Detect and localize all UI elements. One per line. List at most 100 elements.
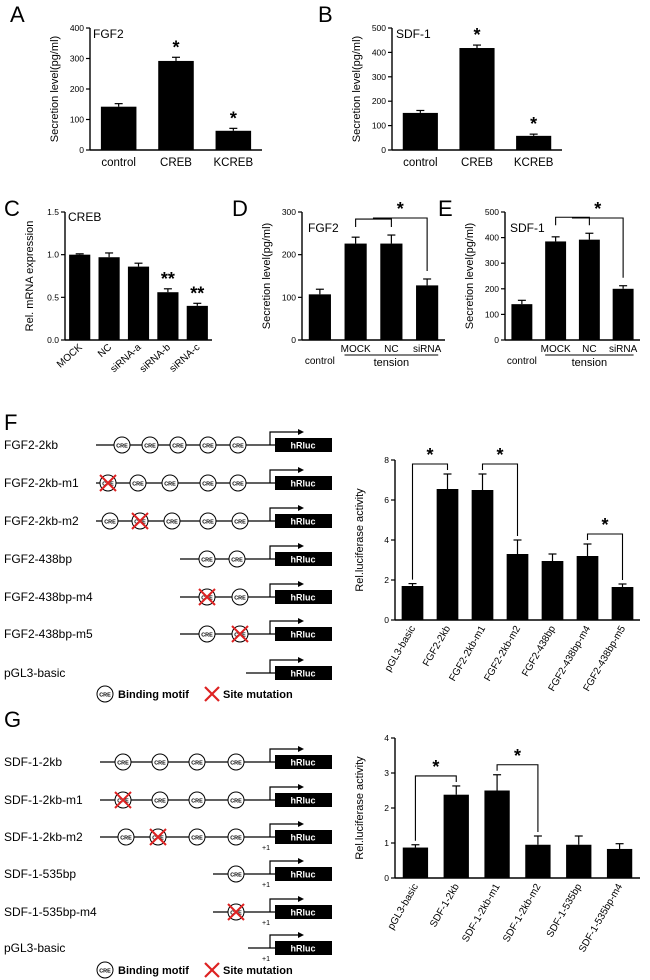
cre-label: CRE — [202, 443, 214, 449]
cre-site: CRE — [231, 512, 249, 530]
tss-arrowhead — [298, 467, 304, 473]
legend-mutation: Site mutation — [223, 965, 293, 977]
bar — [459, 48, 495, 151]
cre-circle — [96, 685, 114, 703]
reporter-label: hRluc — [290, 669, 315, 679]
reporter-label: hRluc — [290, 630, 315, 640]
significance-mark: * — [594, 199, 601, 219]
y-axis-label: Secretion level(pg/ml) — [261, 223, 273, 329]
cre-site: CRE — [198, 550, 216, 568]
significance-mark: * — [601, 515, 608, 535]
x-tick-label: FGF2-2kb — [421, 624, 453, 669]
bracket-line — [411, 463, 449, 580]
y-tick-label: 100 — [372, 121, 386, 131]
panel-c: C CREB 0.0 0.5 1.0 1.5 Rel. mRNA expression MOC… — [4, 196, 212, 375]
panel-letter: F — [4, 410, 17, 435]
construct-name: FGF2-2kb-m2 — [4, 514, 79, 528]
cre-circle — [151, 791, 169, 809]
tss-label: +1 — [262, 882, 270, 889]
tss-arrowhead — [298, 746, 304, 752]
bar — [541, 561, 564, 620]
y-tick-label: 1.5 — [47, 207, 59, 217]
cre-label: CRE — [232, 481, 244, 487]
cre-site: CRE — [227, 753, 245, 771]
x-tick-label: CREB — [160, 157, 192, 169]
construct-name: FGF2-2kb-m1 — [4, 476, 79, 490]
mutation-cross — [231, 625, 249, 643]
reporter-label: hRluc — [290, 441, 315, 451]
cre-site: CRE — [229, 436, 247, 454]
significance-bracket — [496, 764, 539, 832]
construct-row: FGF2-2kb CRE CRE CRE CRE CRE hRluc — [4, 429, 332, 454]
cre-circle — [113, 436, 131, 454]
bracket-line — [414, 775, 457, 841]
cre-circle — [163, 512, 181, 530]
tss-arrowhead — [298, 896, 304, 902]
tss-arrow — [269, 898, 298, 912]
bar — [380, 243, 403, 340]
legend-cross — [204, 686, 220, 702]
cre-site: CRE — [161, 474, 179, 492]
cre-label: CRE — [202, 481, 214, 487]
reporter-label: hRluc — [290, 908, 315, 918]
mutation-cross — [131, 512, 149, 530]
tss-arrow — [269, 659, 298, 673]
bracket-line — [481, 463, 519, 536]
cre-circle — [227, 865, 245, 883]
tss-arrow — [269, 748, 298, 762]
bar — [402, 847, 429, 878]
bar — [566, 844, 592, 878]
mutation-cross — [149, 828, 167, 846]
x-tick-label: CREB — [461, 157, 493, 169]
construct-name: SDF-1-535bp — [4, 867, 76, 881]
tss-arrow — [269, 620, 298, 634]
reporter-box — [275, 627, 332, 641]
x-tick-label: pGL3-basic — [386, 882, 421, 932]
bar — [606, 848, 633, 878]
tss-arrowhead — [298, 618, 304, 624]
significance-mark: ** — [190, 283, 204, 303]
cre-site: CRE — [198, 625, 216, 643]
tss-arrowhead — [298, 821, 304, 827]
bar — [401, 586, 424, 620]
cre-site: CRE — [113, 436, 131, 454]
cre-label: CRE — [166, 519, 178, 525]
cre-site: CRE — [231, 588, 249, 606]
cre-circle — [229, 474, 247, 492]
cre-circle — [101, 512, 119, 530]
cre-site: CRE — [227, 865, 245, 883]
x-tick-label: KCREB — [514, 157, 554, 169]
reporter-label: hRluc — [290, 593, 315, 603]
tss-arrow — [269, 583, 298, 597]
tss-arrowhead — [298, 932, 304, 938]
group-label: tension — [374, 357, 409, 369]
reporter-label: hRluc — [290, 944, 315, 954]
cre-site: CRE — [228, 550, 246, 568]
reporter-box — [275, 793, 332, 807]
cre-circle — [151, 753, 169, 771]
sdf1-constructs: SDF-1-2kb CRE CRE CRE CRE hRluc SDF-1-2kb-m1 CR… — [4, 746, 332, 979]
y-tick-label: 300 — [70, 54, 84, 64]
x-tick-label: FGF2-2kb-m1 — [447, 624, 488, 684]
construct-name: FGF2-438bp-m4 — [4, 590, 93, 604]
cre-label: CRE — [99, 968, 111, 974]
y-tick-label: 0 — [381, 145, 386, 155]
cre-label: CRE — [120, 835, 132, 841]
tss-arrowhead — [298, 543, 304, 549]
construct-row: SDF-1-535bp-m4 CRE +1 hRluc — [4, 896, 332, 927]
x-tick-label: SDF-1-2kb-m2 — [501, 882, 544, 945]
y-tick-label: 400 — [485, 233, 499, 243]
x-tick-label: SDF-1-535bp — [545, 882, 585, 940]
x-tick-label: siRNA — [413, 344, 442, 355]
x-tick-label: SDF-1-2kb — [428, 882, 462, 930]
tss-arrowhead — [298, 581, 304, 587]
bar — [127, 266, 150, 340]
cre-label: CRE — [201, 632, 213, 638]
x-tick-label: NC — [384, 344, 398, 355]
cre-label: CRE — [154, 760, 166, 766]
diagram-legend: CRE Binding motif Site mutation — [96, 685, 293, 703]
cre-site: CRE — [188, 828, 206, 846]
bracket-line — [571, 217, 624, 278]
y-tick-label: 400 — [70, 23, 84, 33]
group-label: tension — [572, 357, 607, 369]
